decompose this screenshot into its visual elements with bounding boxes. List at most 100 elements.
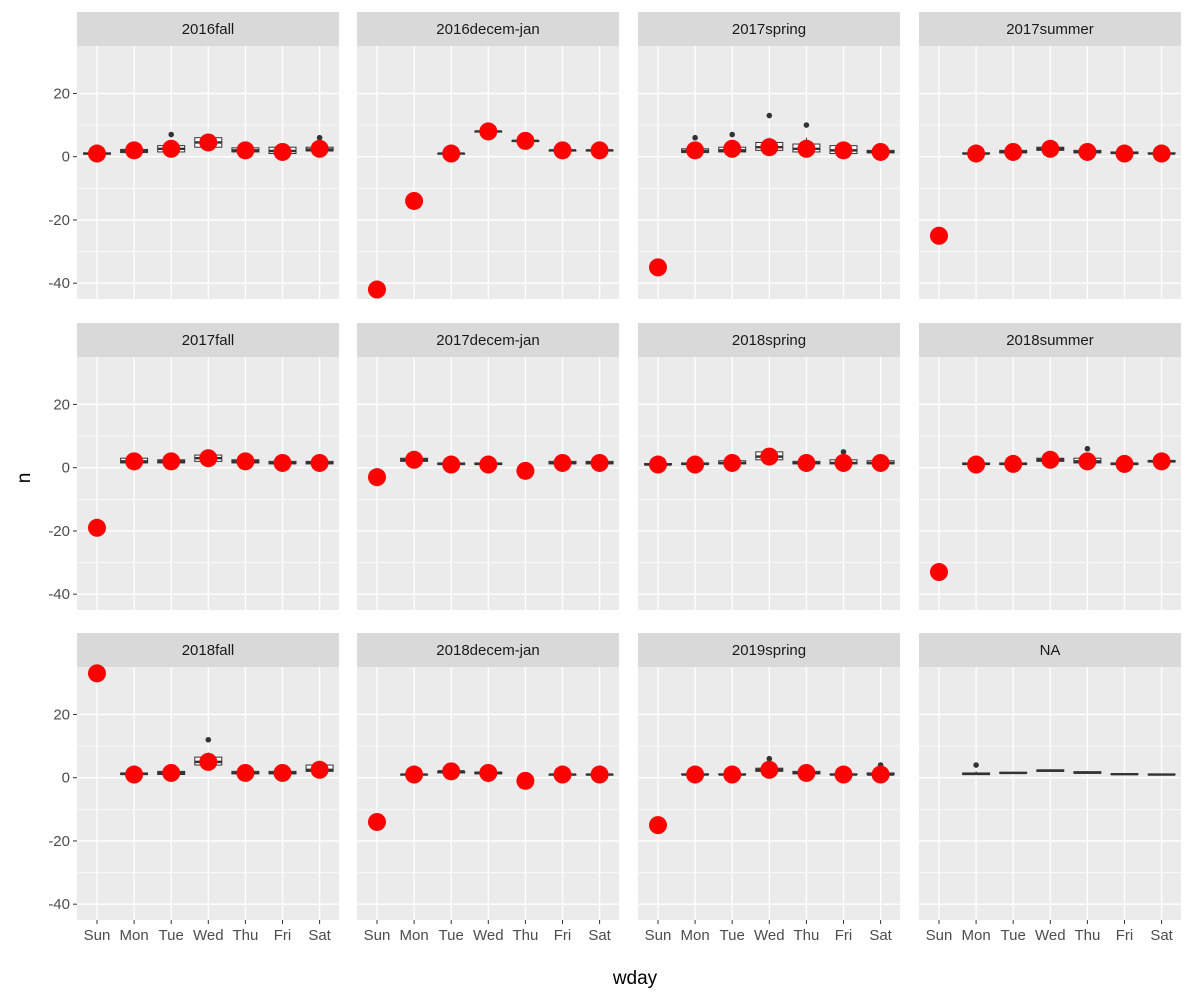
- facet-panel: 2017fall: [77, 323, 339, 610]
- point-wed: [199, 752, 218, 771]
- point-sat: [871, 142, 890, 161]
- x-tick-label: Thu: [232, 927, 258, 944]
- point-fri: [834, 765, 853, 784]
- point-tue: [1004, 142, 1023, 161]
- x-tick-label: Tue: [159, 927, 184, 944]
- x-tick-label: Wed: [1035, 927, 1066, 944]
- x-tick-label: Tue: [720, 927, 745, 944]
- point-sat: [590, 765, 609, 784]
- x-tick-label: Tue: [439, 927, 464, 944]
- point-tue: [723, 453, 742, 472]
- x-tick-label: Sun: [364, 927, 391, 944]
- point-sun: [88, 664, 106, 683]
- point-sun: [930, 563, 948, 582]
- x-tick-label: Sun: [84, 927, 111, 944]
- point-sat: [310, 139, 329, 158]
- point-sun: [649, 455, 667, 474]
- point-mon: [686, 765, 705, 784]
- point-tue: [723, 139, 742, 158]
- point-tue: [442, 762, 461, 781]
- x-tick-label: Thu: [512, 927, 538, 944]
- x-tick-label: Mon: [400, 927, 429, 944]
- point-thu: [797, 453, 816, 472]
- point-sun: [88, 518, 106, 537]
- point-thu: [236, 763, 255, 782]
- y-tick-label: -40: [48, 275, 70, 292]
- point-tue: [442, 455, 461, 474]
- point-sat: [1152, 452, 1171, 471]
- facet-strip: [357, 633, 619, 667]
- point-fri: [273, 763, 292, 782]
- outlier-point: [766, 755, 773, 762]
- facet-panel: 2017spring: [638, 12, 900, 299]
- point-sat: [310, 453, 329, 472]
- point-wed: [479, 763, 498, 782]
- box-wed: [1036, 769, 1065, 772]
- point-thu: [516, 771, 535, 790]
- facet-strip: [919, 323, 1181, 357]
- point-fri: [273, 142, 292, 161]
- facet-strip-label: 2018spring: [732, 332, 806, 349]
- facet-panel: NA: [919, 633, 1181, 920]
- point-sun: [368, 468, 386, 487]
- facet-strip-label: 2018summer: [1006, 332, 1094, 349]
- point-thu: [516, 131, 535, 150]
- y-axis: -40 -20 0 20 -40 -20 0 20 -40 -20 0 20: [48, 85, 77, 913]
- facet-strip-label: NA: [1040, 642, 1061, 659]
- facet-strip-label: 2019spring: [732, 642, 806, 659]
- outlier-point: [840, 449, 847, 455]
- point-sat: [590, 141, 609, 160]
- point-thu: [797, 139, 816, 158]
- outlier-point: [205, 736, 212, 743]
- point-fri: [553, 141, 572, 160]
- outlier-point: [316, 134, 323, 141]
- y-tick-label: 20: [53, 706, 70, 723]
- x-tick-label: Mon: [681, 927, 710, 944]
- point-thu: [516, 461, 535, 480]
- point-tue: [162, 763, 181, 782]
- facet-strip-label: 2018decem-jan: [436, 642, 539, 659]
- point-sun: [88, 144, 106, 163]
- point-wed: [760, 138, 779, 157]
- x-tick-label: Fri: [835, 927, 853, 944]
- facet-panel: 2017summer: [919, 12, 1181, 299]
- x-tick-label: Tue: [1001, 927, 1026, 944]
- facet-panel: 2016decem-jan: [357, 12, 619, 299]
- point-mon: [967, 144, 986, 163]
- point-sat: [590, 453, 609, 472]
- outlier-point: [692, 134, 698, 141]
- point-tue: [162, 139, 181, 158]
- facet-strip: [638, 633, 900, 667]
- x-tick-label: Wed: [193, 927, 224, 944]
- facet-panel: 2018decem-jan: [357, 633, 619, 920]
- box-tue: [999, 771, 1028, 775]
- facet-strip-label: 2017decem-jan: [436, 332, 539, 349]
- x-tick-label: Mon: [120, 927, 149, 944]
- facet-panel: 2018summer: [919, 323, 1181, 610]
- point-mon: [686, 141, 705, 160]
- y-tick-label: -20: [48, 523, 70, 540]
- point-thu: [797, 763, 816, 782]
- x-tick-label: Thu: [793, 927, 819, 944]
- point-sun: [649, 258, 667, 277]
- box-thu: [1073, 771, 1102, 774]
- point-wed: [479, 122, 498, 141]
- point-thu: [1078, 142, 1097, 161]
- facet-strip-label: 2016fall: [182, 21, 235, 38]
- x-tick-label: Sun: [926, 927, 953, 944]
- point-sun: [930, 226, 948, 245]
- box-fri: [1110, 773, 1139, 776]
- box-mon: [962, 762, 991, 776]
- point-mon: [125, 141, 144, 160]
- y-tick-label: 20: [53, 396, 70, 413]
- facet-strip-label: 2018fall: [182, 642, 235, 659]
- y-tick-label: -40: [48, 896, 70, 913]
- x-tick-label: Mon: [962, 927, 991, 944]
- point-mon: [405, 191, 424, 210]
- y-tick-label: -40: [48, 586, 70, 603]
- x-tick-label: Fri: [1116, 927, 1134, 944]
- facet-panel: 2018fall: [77, 633, 339, 920]
- outlier-point: [803, 122, 810, 128]
- facet-strip: [638, 323, 900, 357]
